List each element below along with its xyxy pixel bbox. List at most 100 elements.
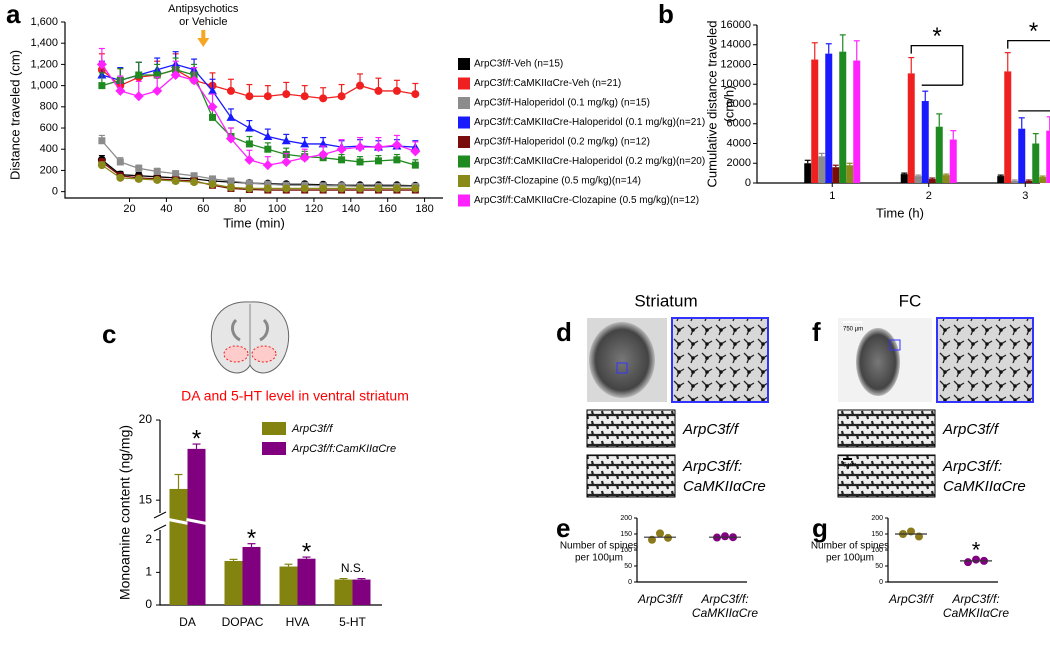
panel-letter: f [812, 317, 821, 347]
x-tick-label: 1 [829, 190, 835, 202]
y-tick-label: 0 [52, 186, 58, 198]
marker [115, 85, 126, 96]
marker [172, 170, 180, 178]
break-gap [186, 518, 207, 525]
marker [356, 81, 365, 90]
marker [319, 184, 328, 193]
marker [264, 145, 272, 153]
marker [300, 92, 309, 101]
bar [1039, 177, 1047, 183]
bar [811, 59, 819, 183]
x-tick-label: 120 [305, 203, 323, 215]
bar [1004, 71, 1012, 183]
data-point [656, 529, 664, 538]
marker [133, 91, 144, 102]
legend-swatch [458, 155, 470, 168]
legend-swatch [262, 422, 286, 435]
marker [209, 175, 217, 183]
marker [299, 152, 310, 163]
y-tick-label: 1,400 [30, 37, 58, 49]
y-axis-label: Number of spines [560, 541, 638, 552]
marker [189, 75, 200, 86]
chart-title: DA and 5-HT level in ventral striatum [181, 388, 409, 404]
panel-letter: b [658, 0, 674, 29]
panel-letter: e [556, 513, 570, 543]
micrograph-title: FC [899, 291, 922, 310]
x-tick-label: ArpC3f/f [888, 592, 935, 606]
y-axis-label: per 100µm [575, 553, 623, 564]
y-tick-label: 100 [871, 547, 883, 554]
legend-label: ArpC3f/f:CamKIIαCre [291, 443, 396, 455]
legend-swatch [458, 77, 470, 90]
micrograph [936, 317, 1034, 403]
legend-swatch [458, 116, 470, 129]
marker [355, 142, 366, 153]
bar [914, 176, 922, 183]
bar [279, 566, 298, 605]
marker [318, 149, 329, 160]
x-tick-label: 40 [160, 203, 172, 215]
y-tick-label: 6000 [727, 118, 751, 130]
marker [97, 161, 106, 170]
legend-label: ArpC3f/f:CaMKIIαCre-Clozapine (0.5 mg/kg… [474, 195, 699, 206]
panel-letter: a [6, 0, 21, 29]
bar [949, 139, 957, 183]
bar [900, 174, 908, 183]
legend-swatch [458, 194, 470, 207]
bar [818, 156, 826, 183]
micrograph [856, 328, 900, 396]
marker [116, 158, 124, 166]
y-axis-label: per 100µm [826, 553, 874, 564]
micrograph [671, 317, 769, 403]
y-axis-label: Distance traveled (cm) [7, 50, 22, 180]
micrograph-label: CaMKIIαCre [683, 478, 766, 495]
y-tick-label: 0 [145, 597, 152, 611]
marker [98, 82, 106, 90]
y-tick-label: 200 [871, 515, 883, 522]
zoom-box [889, 339, 901, 351]
marker [135, 71, 143, 79]
y-axis-label: Cumulative distance traveled [704, 21, 719, 188]
bar [297, 558, 316, 605]
marker [245, 92, 254, 101]
y-axis-label: (cm/h) [721, 86, 736, 123]
marker [410, 146, 421, 157]
data-point [964, 558, 972, 567]
marker [116, 173, 125, 182]
marker [373, 142, 384, 153]
y-tick-label: 0 [745, 177, 751, 189]
axis [636, 518, 747, 583]
x-tick-label: CaMKIIαCre [943, 606, 1010, 620]
y-tick-label: 12000 [720, 58, 751, 70]
panel-letter: g [812, 513, 828, 543]
marker [393, 156, 401, 164]
zoom-box [616, 362, 628, 374]
micrograph [586, 454, 676, 498]
marker [319, 94, 328, 103]
x-tick-label: 100 [268, 203, 286, 215]
x-tick-label: HVA [286, 615, 310, 629]
scale-bar-label: 750 µm [843, 327, 863, 333]
bar [334, 579, 353, 605]
legend-label: ArpC3f/f-Haloperidol (0.1 mg/kg) (n=15) [474, 98, 650, 109]
marker [282, 90, 291, 99]
marker [135, 164, 143, 172]
marker [264, 180, 272, 188]
y-tick-label: 400 [40, 143, 58, 155]
y-tick-label: 2 [145, 532, 152, 546]
x-tick-label: CaMKIIαCre [692, 606, 759, 620]
marker [338, 156, 346, 164]
x-tick-label: 140 [342, 203, 360, 215]
x-tick-label: 180 [415, 203, 433, 215]
significance-bracket [1007, 40, 1050, 112]
series-line [101, 159, 416, 187]
bar [921, 101, 929, 183]
y-tick-label: 50 [875, 563, 883, 570]
marker [356, 184, 365, 193]
legend-label: ArpC3f/f-Haloperidol (0.2 mg/kg) (n=12) [474, 137, 650, 148]
series-line [101, 69, 416, 99]
marker [374, 86, 383, 95]
marker [225, 133, 236, 144]
marker [392, 86, 401, 95]
